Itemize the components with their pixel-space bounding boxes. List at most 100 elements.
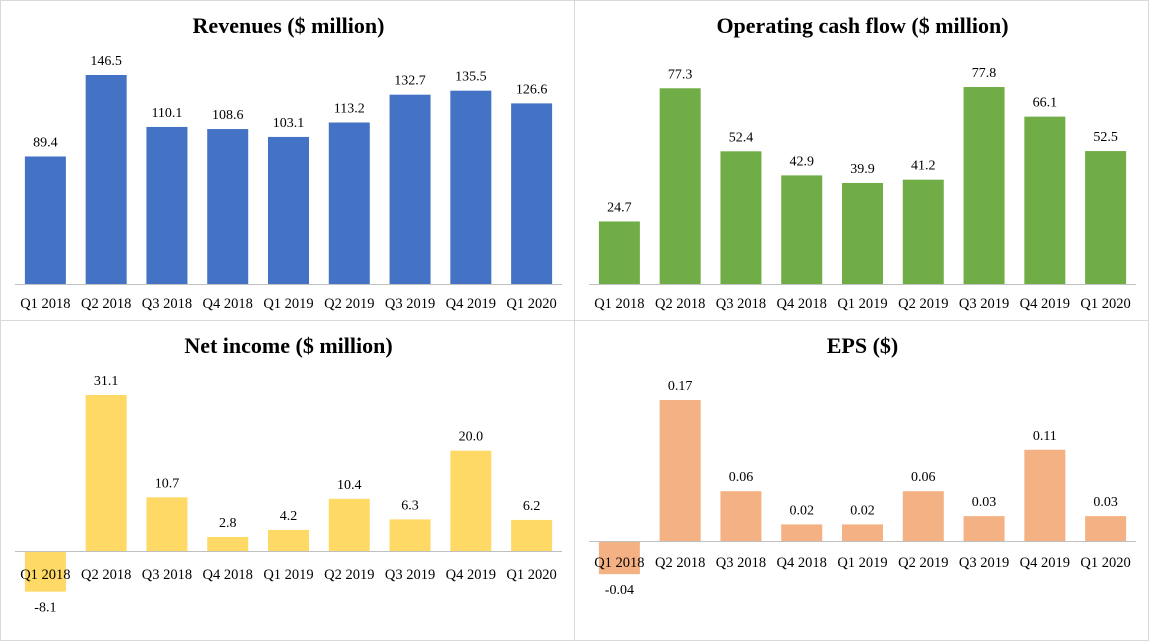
operating-cash-flow-x-tick-label: Q1 2019 (837, 296, 887, 312)
revenues-data-label: 113.2 (334, 102, 365, 117)
net-income-x-tick-label: Q2 2019 (324, 567, 374, 583)
revenues-data-label: 135.5 (455, 70, 487, 85)
net-income-x-tick-label: Q1 2020 (506, 567, 556, 583)
operating-cash-flow-bar (781, 175, 823, 284)
operating-cash-flow-x-tick-label: Q1 2020 (1080, 296, 1130, 312)
operating-cash-flow-bar (902, 179, 944, 284)
net-income-x-tick-label: Q4 2018 (203, 567, 253, 583)
revenues-chart-panel: Revenues ($ million) Q1 2018 Q2 2018 Q3 201… (0, 0, 575, 321)
revenues-x-tick-label: Q1 2018 (20, 296, 70, 312)
revenues-data-label: 103.1 (273, 116, 305, 131)
revenues-bar (268, 136, 309, 284)
revenues-bar (389, 94, 431, 284)
net-income-x-tick-label: Q3 2018 (142, 567, 192, 583)
net-income-data-label: 10.4 (337, 478, 362, 493)
net-income-bar (85, 395, 127, 551)
operating-cash-flow-data-label: 77.8 (972, 66, 997, 81)
net-income-data-label: 20.0 (459, 430, 484, 445)
operating-cash-flow-bar (598, 221, 640, 284)
net-income-bar (207, 536, 249, 551)
revenues-bar (450, 90, 492, 284)
operating-cash-flow-bar (1085, 151, 1127, 284)
net-income-bar (328, 498, 370, 551)
eps-x-tick-label: Q4 2019 (1020, 555, 1070, 571)
revenues-bar (511, 103, 553, 284)
operating-cash-flow-data-label: 39.9 (850, 162, 875, 177)
net-income-data-label: 10.7 (155, 476, 180, 491)
net-income-bar (450, 450, 492, 551)
operating-cash-flow-bar (720, 151, 762, 284)
operating-cash-flow-chart-panel: Operating cash flow ($ million) Q1 2018 Q2… (574, 0, 1149, 321)
revenues-x-tick-label: Q3 2019 (385, 296, 435, 312)
revenues-x-tick-label: Q3 2018 (142, 296, 192, 312)
eps-x-tick-label: Q4 2018 (777, 555, 827, 571)
eps-chart-title: EPS ($) (827, 333, 899, 358)
revenues-chart-title: Revenues ($ million) (193, 13, 385, 38)
operating-cash-flow-x-tick-label: Q1 2018 (594, 296, 644, 312)
revenues-x-tick-label: Q4 2018 (203, 296, 253, 312)
eps-x-tick-label: Q3 2018 (716, 555, 766, 571)
eps-data-label: -0.04 (605, 583, 634, 598)
revenues-data-label: 126.6 (516, 82, 548, 97)
eps-x-tick-label: Q1 2019 (837, 555, 887, 571)
operating-cash-flow-chart-title: Operating cash flow ($ million) (716, 13, 1008, 38)
eps-chart-panel: EPS ($) Q1 2018 Q2 2018 Q3 2018 Q4 2018 Q1 20… (574, 320, 1149, 641)
revenues-chart-svg: Revenues ($ million) Q1 2018 Q2 2018 Q3 201… (15, 13, 562, 312)
eps-data-label: 0.03 (1093, 495, 1118, 510)
eps-bar (1085, 516, 1127, 541)
net-income-data-label: 31.1 (94, 374, 119, 389)
operating-cash-flow-data-label: 66.1 (1033, 96, 1058, 111)
operating-cash-flow-x-tick-label: Q4 2019 (1020, 296, 1070, 312)
revenues-x-tick-label: Q2 2018 (81, 296, 131, 312)
revenues-bar (328, 122, 370, 284)
revenues-x-tick-label: Q4 2019 (446, 296, 496, 312)
eps-data-label: 0.17 (668, 379, 693, 394)
eps-bar (963, 516, 1005, 541)
eps-data-label: 0.02 (789, 503, 814, 518)
operating-cash-flow-x-tick-label: Q3 2019 (959, 296, 1009, 312)
revenues-bar (24, 156, 66, 284)
operating-cash-flow-x-tick-label: Q2 2019 (898, 296, 948, 312)
revenues-bar (146, 126, 188, 284)
eps-bar (720, 491, 762, 541)
operating-cash-flow-x-tick-label: Q4 2018 (777, 296, 827, 312)
eps-x-tick-label: Q3 2019 (959, 555, 1009, 571)
net-income-x-tick-label: Q1 2019 (263, 567, 313, 583)
eps-bar (659, 400, 701, 541)
eps-x-tick-label: Q2 2019 (898, 555, 948, 571)
operating-cash-flow-bar (659, 88, 701, 284)
operating-cash-flow-x-tick-label: Q2 2018 (655, 296, 705, 312)
operating-cash-flow-data-label: 24.7 (607, 200, 632, 215)
net-income-chart-title: Net income ($ million) (184, 333, 392, 358)
net-income-chart-svg: Net income ($ million) Q1 2018 Q2 2018 Q3 2… (15, 333, 562, 616)
net-income-data-label: 4.2 (280, 509, 298, 524)
net-income-chart-panel: Net income ($ million) Q1 2018 Q2 2018 Q3 2… (0, 320, 575, 641)
eps-data-label: 0.02 (850, 503, 875, 518)
net-income-x-tick-label: Q4 2019 (446, 567, 496, 583)
operating-cash-flow-data-label: 52.5 (1093, 130, 1118, 145)
net-income-x-tick-label: Q3 2019 (385, 567, 435, 583)
eps-x-tick-label: Q2 2018 (655, 555, 705, 571)
net-income-data-label: -8.1 (34, 601, 56, 616)
revenues-x-tick-label: Q1 2019 (263, 296, 313, 312)
net-income-x-tick-label: Q1 2018 (20, 567, 70, 583)
eps-data-label: 0.03 (972, 495, 997, 510)
operating-cash-flow-x-tick-label: Q3 2018 (716, 296, 766, 312)
revenues-data-label: 110.1 (151, 106, 182, 121)
net-income-bar (268, 529, 309, 551)
eps-data-label: 0.06 (729, 470, 754, 485)
net-income-data-label: 6.3 (401, 498, 419, 513)
revenues-data-label: 146.5 (90, 54, 122, 69)
operating-cash-flow-chart-svg: Operating cash flow ($ million) Q1 2018 Q2… (589, 13, 1136, 312)
revenues-bar (207, 129, 249, 284)
operating-cash-flow-bar (1024, 116, 1066, 284)
revenues-data-label: 108.6 (212, 108, 244, 123)
eps-x-tick-label: Q1 2018 (594, 555, 644, 571)
operating-cash-flow-bar (842, 182, 883, 284)
revenues-x-tick-label: Q2 2019 (324, 296, 374, 312)
operating-cash-flow-data-label: 52.4 (729, 130, 754, 145)
operating-cash-flow-data-label: 77.3 (668, 67, 693, 82)
revenues-bar (85, 75, 127, 284)
net-income-x-tick-label: Q2 2018 (81, 567, 131, 583)
